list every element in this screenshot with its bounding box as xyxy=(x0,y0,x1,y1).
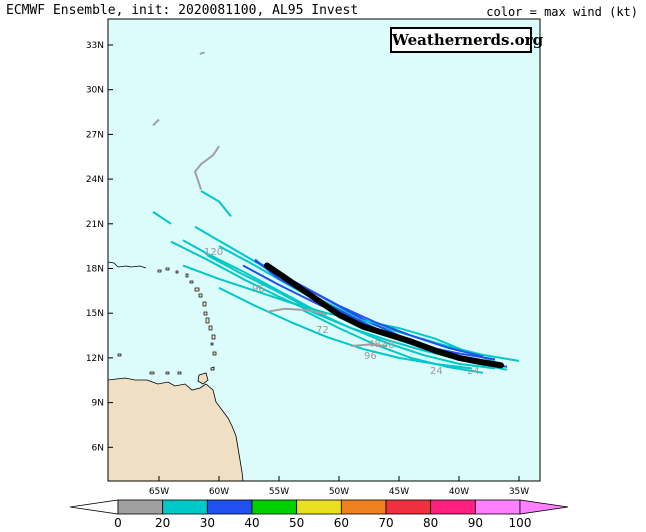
colorbar-label: 20 xyxy=(155,516,170,530)
south-america-land xyxy=(108,377,244,481)
map-title: ECMWF Ensemble, init: 2020081100, AL95 I… xyxy=(6,3,359,18)
color-legend-caption: color = max wind (kt) xyxy=(486,5,638,19)
watermark: Weathernerds.org xyxy=(390,27,543,53)
land-areas xyxy=(108,261,244,481)
colorbar-label: 80 xyxy=(423,516,438,530)
map-frame xyxy=(107,18,541,482)
colorbar-bin xyxy=(296,499,342,515)
puerto-rico-land xyxy=(108,261,147,269)
colorbar-label: 40 xyxy=(244,516,259,530)
ensemble-mean-track xyxy=(264,262,504,369)
lon-tick-label: 45W xyxy=(389,487,409,497)
colorbar-label: 0 xyxy=(114,516,122,530)
ensemble-member-track xyxy=(152,118,160,127)
tobago-land xyxy=(210,366,215,371)
ensemble-member-track xyxy=(218,286,472,370)
lat-tick-label: 33N xyxy=(86,41,104,51)
ensemble-member-track xyxy=(200,190,232,217)
mean-track-layer xyxy=(264,262,504,369)
lon-tick-label: 35W xyxy=(509,487,529,497)
lat-tick-label: 15N xyxy=(86,309,104,319)
colorbar-label: 70 xyxy=(378,516,393,530)
hour-label: 120 xyxy=(204,247,223,258)
lon-tick-label: 55W xyxy=(269,487,289,497)
ensemble-member-track xyxy=(182,239,316,312)
hour-label: 72 xyxy=(316,325,329,336)
colorbar-bin xyxy=(474,499,521,515)
ensemble-member-track xyxy=(266,307,328,316)
lon-tick-label: 50W xyxy=(329,487,349,497)
hour-label: 48 xyxy=(382,340,395,351)
lon-tick-label: 65W xyxy=(149,487,169,497)
hour-label: 24 xyxy=(430,366,443,377)
lat-tick-label: 21N xyxy=(86,220,104,230)
colorbar-bin xyxy=(162,499,208,515)
colorbar-bin xyxy=(117,499,164,515)
lat-tick-label: 30N xyxy=(86,86,104,96)
colorbar-label: 30 xyxy=(200,516,215,530)
ensemble-member-track xyxy=(199,51,205,55)
ensemble-member-track xyxy=(194,145,220,190)
lat-tick-label: 27N xyxy=(86,130,104,140)
ensemble-member-track xyxy=(152,211,172,225)
lat-tick-label: 9N xyxy=(92,399,104,409)
lat-tick-label: 12N xyxy=(86,354,104,364)
hour-label: 96 xyxy=(364,351,377,362)
colorbar-label: 100 xyxy=(509,516,532,530)
colorbar-high-arrow xyxy=(519,499,569,515)
hour-label: 24 xyxy=(467,366,480,377)
ensemble-member-track xyxy=(302,309,484,374)
colorbar-label: 50 xyxy=(289,516,304,530)
trinidad-land xyxy=(197,372,209,385)
lat-tick-label: 6N xyxy=(92,443,104,453)
colorbar-low-arrow xyxy=(69,499,119,515)
colorbar-bin xyxy=(430,499,476,515)
colorbar-label: 90 xyxy=(468,516,483,530)
lon-tick-label: 60W xyxy=(209,487,229,497)
longitude-axis: 65W 60W 55W 50W 45W 40W 35W xyxy=(149,476,529,497)
colorbar-bin xyxy=(206,499,253,515)
colorbar-label: 60 xyxy=(334,516,349,530)
colorbar-bin xyxy=(251,499,298,515)
colorbar-bin xyxy=(340,499,387,515)
lon-tick-label: 40W xyxy=(449,487,469,497)
ensemble-member-track xyxy=(266,266,484,358)
latitude-axis: 33N 30N 27N 24N 21N 18N 15N 12N 9N 6N xyxy=(86,41,113,453)
lat-tick-label: 18N xyxy=(86,265,104,275)
lesser-antilles xyxy=(117,267,217,375)
colorbar-bin xyxy=(385,499,432,515)
hour-label: 96 xyxy=(252,284,265,295)
hour-label: 48 xyxy=(368,339,381,350)
forecast-hour-labels: 120 96 72 96 48 48 24 24 xyxy=(204,247,480,377)
lat-tick-label: 24N xyxy=(86,175,104,185)
wind-colorbar: 0 20 30 40 50 60 70 80 90 100 xyxy=(69,499,569,530)
ensemble-member-track xyxy=(350,343,388,347)
